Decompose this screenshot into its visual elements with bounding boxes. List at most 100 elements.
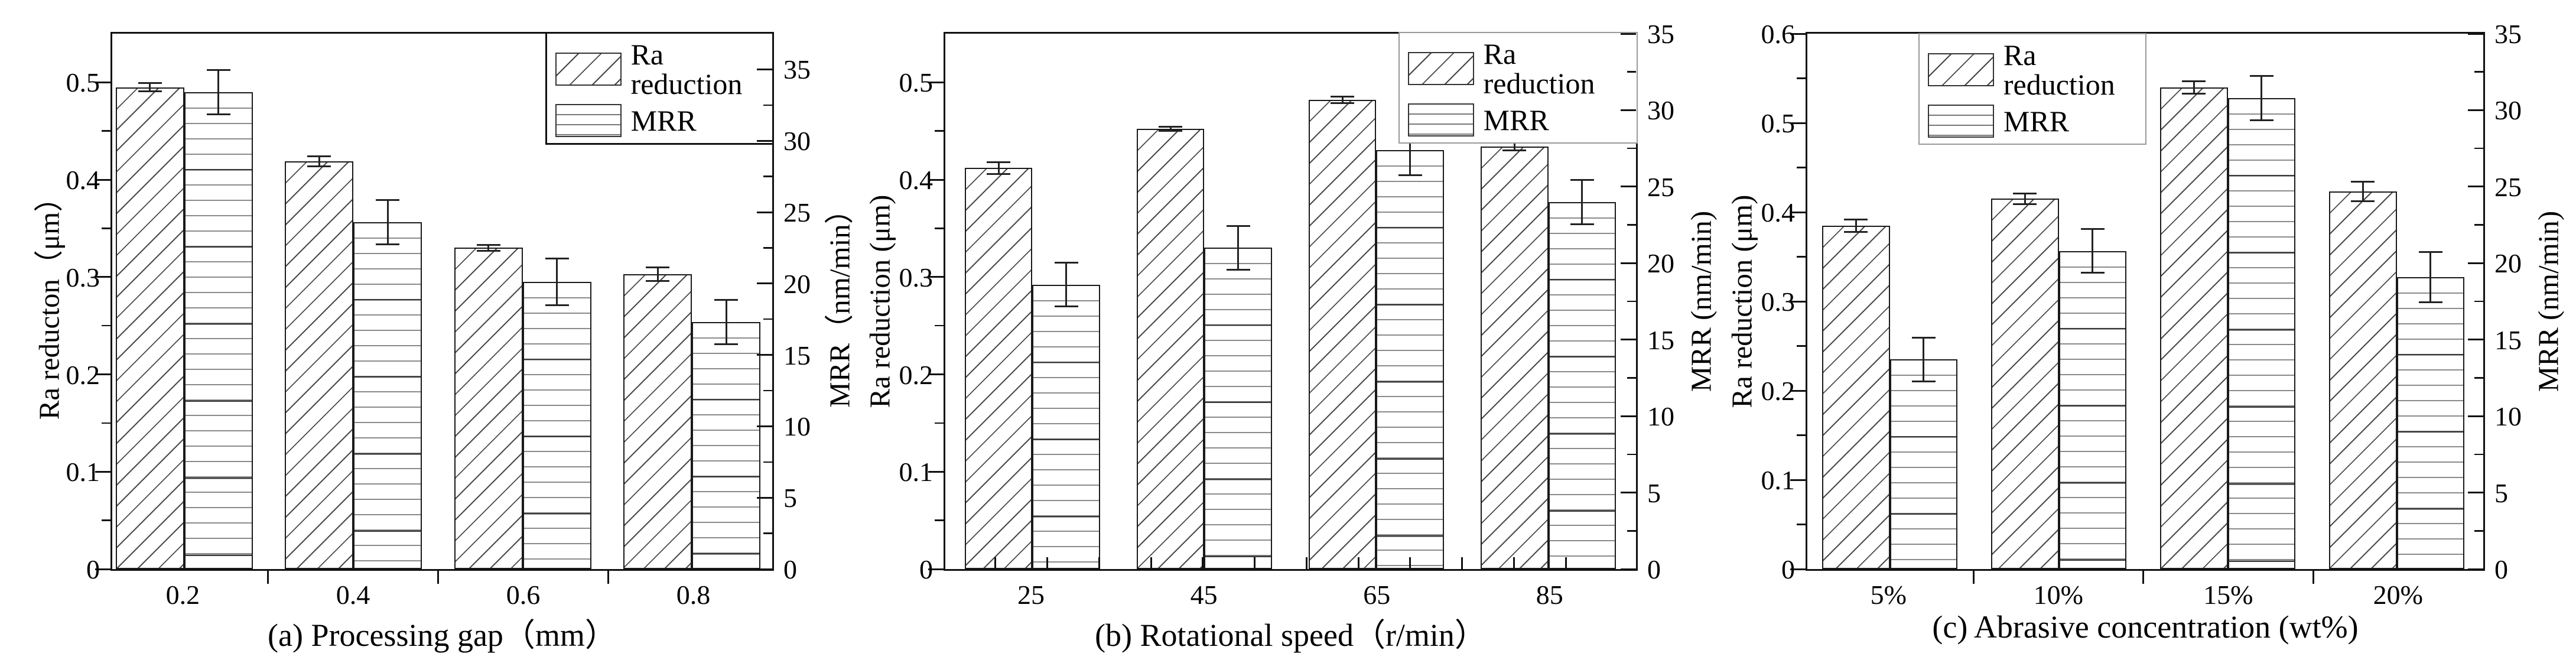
error-bar-cap <box>1844 230 1868 233</box>
bar-mrr <box>2396 277 2464 569</box>
error-bar-cap <box>1159 130 1183 132</box>
x-tick-label: 45 <box>1190 580 1218 610</box>
right-tick-label: 35 <box>1647 19 1674 49</box>
error-bar-line <box>997 161 1000 175</box>
error-bar-line <box>1581 178 1583 225</box>
x-axis-tick <box>1202 557 1204 569</box>
y-axis-minor-tick <box>2474 377 2483 379</box>
legend-label: Ra reduction <box>630 38 743 100</box>
error-bar-cap <box>987 173 1010 175</box>
error-bar-cap <box>714 299 739 301</box>
y-axis-minor-tick <box>2474 71 2483 73</box>
right-tick-label: 20 <box>1647 248 1674 279</box>
right-tick-label: 35 <box>2494 19 2522 49</box>
y-axis-major-tick <box>2468 339 2483 341</box>
y-tick-label: 0.3 <box>66 262 100 292</box>
error-bar <box>2182 80 2206 95</box>
y-axis-minor-tick <box>102 130 110 132</box>
x-tick-label: 85 <box>1536 580 1563 610</box>
error-bar <box>1159 126 1183 132</box>
right-tick-label: 5 <box>2494 477 2508 508</box>
right-tick-label: 15 <box>1647 324 1674 355</box>
y-axis-minor-tick <box>935 130 944 132</box>
y-axis-minor-tick <box>1627 453 1636 456</box>
right-tick-label: 25 <box>2494 171 2522 202</box>
y-axis-minor-tick <box>102 519 110 521</box>
error-bar <box>1331 96 1355 104</box>
error-bar-line <box>2024 192 2026 205</box>
error-bar-cap <box>545 258 569 260</box>
error-bar <box>138 82 162 92</box>
y-tick-label: 0.4 <box>66 165 100 196</box>
bar-mrr <box>1032 284 1100 569</box>
x-tick-label: 0.2 <box>165 580 200 610</box>
y-axis-minor-tick <box>935 519 944 521</box>
bar-ra-reduction <box>1308 100 1377 569</box>
y-axis-minor-tick <box>1797 524 1806 525</box>
legend-label: Ra reduction <box>1483 37 1595 100</box>
bar-ra-reduction <box>1991 199 2059 569</box>
error-bar-cap <box>1502 150 1527 152</box>
right-tick-label: 15 <box>2494 324 2522 355</box>
error-bar <box>545 258 569 307</box>
y-axis-major-tick <box>2468 568 2483 570</box>
bar-mrr <box>184 92 253 569</box>
error-bar-cap <box>545 304 569 307</box>
error-bar-line <box>556 258 558 307</box>
y-axis-major-tick <box>1621 32 1636 35</box>
error-bar-cap <box>376 199 400 202</box>
bar-mrr <box>692 322 761 569</box>
error-bar <box>1054 261 1078 308</box>
error-bar-line <box>318 155 320 167</box>
right-tick-label: 30 <box>1647 95 1674 126</box>
x-axis-tick <box>994 557 997 569</box>
error-bar-cap <box>1570 223 1594 225</box>
y-axis-major-tick <box>928 276 944 278</box>
error-bar-cap <box>1570 178 1594 181</box>
error-bar-line <box>2092 228 2094 274</box>
error-bar <box>2013 192 2037 205</box>
error-bar-line <box>2429 251 2432 303</box>
error-bar <box>2418 251 2442 303</box>
x-tick-label: 20% <box>2373 580 2423 610</box>
y-axis-major-tick <box>1790 389 1806 392</box>
y-axis-major-tick <box>1621 415 1636 417</box>
legend-item-mrr: MRR <box>1407 103 1628 136</box>
error-bar-line <box>656 266 659 282</box>
y-axis-major-tick <box>928 373 944 376</box>
x-axis-tick <box>607 571 610 584</box>
y-axis-major-tick <box>2468 109 2483 111</box>
right-axis-title-text: MRR (nm/min) <box>2532 210 2565 392</box>
x-axis-tick <box>1565 557 1567 569</box>
bar-ra-reduction <box>2160 87 2228 569</box>
x-axis-tick <box>1461 557 1463 569</box>
y-axis-major-tick <box>1621 186 1636 188</box>
y-axis-major-tick <box>2468 492 2483 494</box>
legend-label: MRR <box>630 104 697 137</box>
diagonal-hatch-swatch-icon <box>1407 52 1474 85</box>
error-bar <box>2351 181 2375 203</box>
error-bar-cap <box>1226 269 1250 271</box>
right-tick-label: 25 <box>783 197 811 228</box>
y-axis-minor-tick <box>102 228 110 229</box>
error-bar-cap <box>2418 301 2442 303</box>
error-bar-line <box>725 299 727 345</box>
right-tick-label: 0 <box>783 554 797 584</box>
error-bar-line <box>217 69 220 115</box>
y-axis-major-tick <box>95 470 110 473</box>
right-tick-label: 10 <box>783 411 811 442</box>
bar-ra-reduction <box>964 168 1033 569</box>
bar-mrr <box>1548 202 1616 569</box>
y-axis-minor-tick <box>935 422 944 424</box>
y-tick-label: 0.4 <box>899 165 934 196</box>
y-tick-label: 0.2 <box>899 359 934 390</box>
y-axis-minor-tick <box>763 461 772 463</box>
y-axis-major-tick <box>1790 32 1806 35</box>
error-bar-cap <box>1911 381 1936 383</box>
y-axis-major-tick <box>1790 122 1806 124</box>
error-bar-cap <box>1226 225 1250 227</box>
bar-mrr <box>522 282 591 569</box>
y-tick-label: 0.1 <box>1761 465 1796 495</box>
y-axis-minor-tick <box>1627 147 1636 150</box>
